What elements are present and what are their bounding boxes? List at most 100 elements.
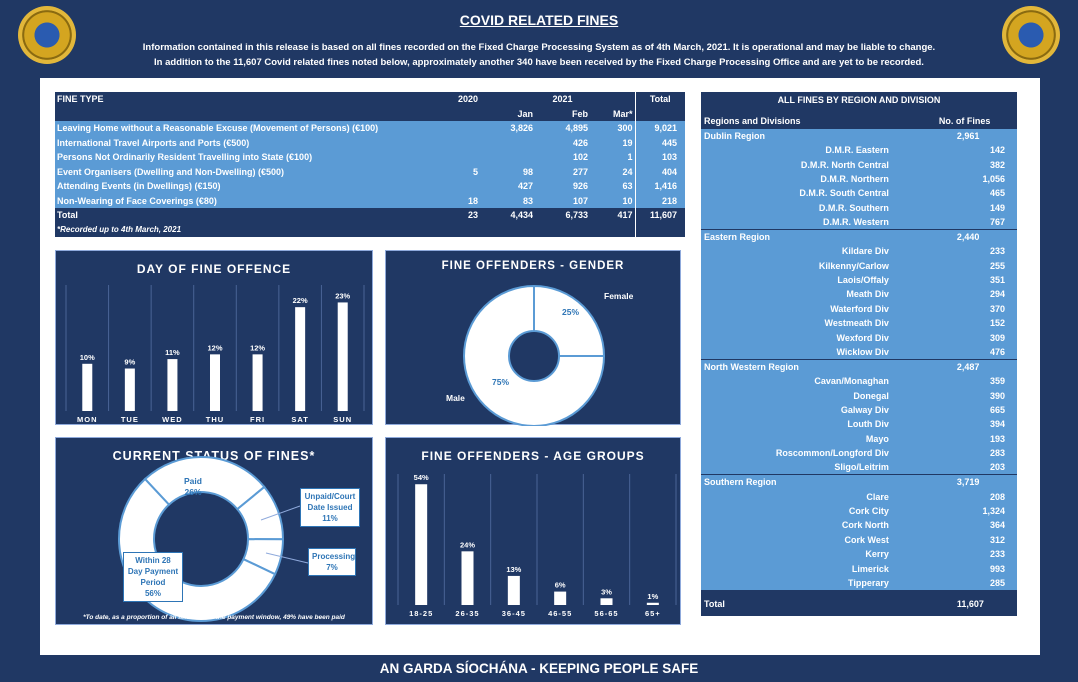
age-groups-chart: FINE OFFENDERS - AGE GROUPS 54% 18-25 24% 2…	[385, 437, 681, 625]
data-label: 22%	[293, 296, 308, 305]
division-count: 364	[989, 520, 1005, 531]
division-row: Louth Div 394	[701, 417, 1017, 431]
division-name: Mayo	[865, 433, 889, 444]
division-name: D.M.R. South Central	[799, 188, 889, 199]
division-row: D.M.R. South Central 465	[701, 186, 1017, 200]
division-row: Meath Div 294	[701, 287, 1017, 301]
chart-title: DAY OF FINE OFFENCE	[136, 262, 292, 276]
division-count: 255	[989, 260, 1005, 271]
fine-row: Attending Events (in Dwellings) (€150) 42…	[55, 179, 685, 194]
region-row: Eastern Region 2,440	[701, 228, 1017, 244]
cell-y2020: 18	[440, 193, 480, 208]
info-line-2: In addition to the 11,607 Covid related …	[154, 57, 924, 68]
total-feb: 6,733	[565, 210, 588, 221]
cell-y2020	[440, 150, 480, 165]
division-count: 1,056	[982, 173, 1005, 184]
bar-46-55	[554, 591, 567, 605]
division-row: Kildare Div 233	[701, 244, 1017, 258]
regions-total-label: Total	[701, 589, 939, 617]
label-processing: Processing 7%	[308, 548, 356, 576]
regions-title: ALL FINES BY REGION AND DIVISION	[701, 92, 1017, 114]
cell-mar: 63	[590, 179, 635, 194]
cell-total: 404	[634, 164, 685, 179]
data-label: 13%	[506, 565, 521, 574]
division-row: Kerry 233	[701, 547, 1017, 561]
label-unpaid: Unpaid/Court Date Issued 11%	[300, 488, 360, 527]
status-note: *To date, as a proportion of all fines w…	[83, 614, 345, 621]
division-row: Donegal 390	[701, 388, 1017, 402]
division-row: Cavan/Monaghan 359	[701, 374, 1017, 388]
label-female-pct: 25%	[562, 307, 580, 317]
division-name: Sligo/Leitrim	[834, 462, 889, 473]
bar-65+	[646, 602, 659, 605]
division-row: Cork West 312	[701, 533, 1017, 547]
division-name: Donegal	[853, 390, 889, 401]
division-row: Limerick 993	[701, 562, 1017, 576]
division-row: D.M.R. Western 767	[701, 215, 1017, 229]
division-name: D.M.R. Western	[823, 217, 889, 228]
col-2021: 2021	[552, 94, 573, 105]
leader-line	[265, 552, 309, 564]
label-female: Female	[604, 291, 634, 301]
division-count: 665	[989, 404, 1005, 415]
division-count: 152	[989, 318, 1005, 329]
division-name: Tipperary	[848, 577, 889, 588]
division-count: 312	[989, 534, 1005, 545]
division-name: Wexford Div	[836, 332, 889, 343]
data-label: 12%	[207, 343, 222, 352]
regions-table: ALL FINES BY REGION AND DIVISION Regions…	[701, 92, 1017, 617]
tick-label: 46-55	[548, 609, 572, 618]
cell-total: 445	[634, 135, 685, 150]
division-name: Roscommon/Longford Div	[775, 448, 889, 459]
total-jan: 4,434	[510, 210, 533, 221]
division-name: Kilkenny/Carlow	[818, 260, 889, 271]
region-name: North Western Region	[701, 358, 939, 374]
division-name: D.M.R. North Central	[800, 159, 889, 170]
division-count: 390	[989, 390, 1005, 401]
cell-jan	[480, 150, 535, 165]
division-count: 382	[989, 159, 1005, 170]
division-count: 309	[989, 332, 1005, 343]
region-row: Dublin Region 2,961	[701, 127, 1017, 143]
cell-mar: 19	[590, 135, 635, 150]
region-name: Southern Region	[701, 474, 939, 490]
bar-36-45	[507, 575, 520, 605]
division-count: 283	[989, 448, 1005, 459]
division-name: Galway Div	[840, 404, 889, 415]
bar-WED	[167, 359, 178, 411]
cell-type: Attending Events (in Dwellings) (€150)	[55, 179, 440, 194]
tick-label: FRI	[250, 415, 265, 424]
cell-total: 218	[634, 193, 685, 208]
division-row: D.M.R. North Central 382	[701, 157, 1017, 171]
tick-label: SUN	[333, 415, 352, 424]
region-total: 2,961	[938, 127, 1017, 143]
data-label: 24%	[460, 540, 475, 549]
label-male: Male	[446, 393, 465, 403]
tick-label: 36-45	[502, 609, 526, 618]
division-row: Tipperary 285	[701, 576, 1017, 590]
cell-y2020	[440, 135, 480, 150]
total-mar: 417	[617, 210, 633, 221]
division-name: Kerry	[865, 549, 889, 560]
cell-jan: 83	[480, 193, 535, 208]
cell-mar: 24	[590, 164, 635, 179]
fine-row: Leaving Home without a Reasonable Excuse…	[55, 121, 685, 136]
division-name: Wicklow Div	[836, 346, 889, 357]
division-count: 476	[989, 346, 1005, 357]
division-name: Cork City	[848, 506, 889, 517]
region-row: North Western Region 2,487	[701, 358, 1017, 374]
cell-jan: 3,826	[480, 121, 535, 136]
bar-56-65	[600, 598, 613, 605]
tick-label: TUE	[121, 415, 139, 424]
cell-jan: 98	[480, 164, 535, 179]
division-row: Galway Div 665	[701, 403, 1017, 417]
fines-by-type-table: FINE TYPE 2020 2021 Total Jan Feb Mar* Leavin…	[55, 92, 685, 237]
tick-label: THU	[206, 415, 224, 424]
data-label: 9%	[124, 358, 135, 367]
division-row: Sligo/Leitrim 203	[701, 461, 1017, 475]
bar-SAT	[295, 307, 306, 411]
division-row: D.M.R. Northern 1,056	[701, 172, 1017, 186]
division-row: Roscommon/Longford Div 283	[701, 446, 1017, 460]
region-total: 3,719	[938, 474, 1017, 490]
data-label: 54%	[414, 473, 429, 482]
